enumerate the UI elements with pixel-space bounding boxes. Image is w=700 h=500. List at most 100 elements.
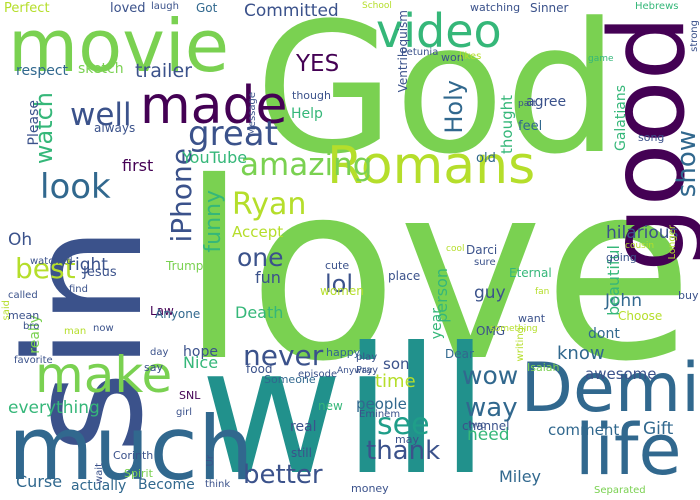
cloud-word: food xyxy=(246,362,273,376)
cloud-word: love xyxy=(180,130,694,415)
cloud-word: School xyxy=(362,1,392,11)
cloud-word: year xyxy=(429,308,445,340)
cloud-word: better xyxy=(243,460,323,490)
cloud-word: still xyxy=(291,446,312,460)
cloud-word: sketch xyxy=(78,61,124,77)
cloud-word: much xyxy=(8,397,254,500)
cloud-word: want xyxy=(518,312,546,325)
cloud-word: girl xyxy=(176,407,193,418)
cloud-word: old xyxy=(476,151,496,166)
cloud-word: bro xyxy=(23,321,40,332)
cloud-word: Miley xyxy=(499,467,542,486)
cloud-word: Committed xyxy=(244,1,339,21)
cloud-word: Galatians xyxy=(613,85,629,152)
cloud-word: Oh xyxy=(8,230,33,250)
cloud-word: people xyxy=(356,395,407,413)
cloud-word: song xyxy=(638,131,665,144)
cloud-word: Become xyxy=(138,477,195,493)
cloud-word: always xyxy=(94,121,136,135)
cloud-word: find xyxy=(69,284,88,295)
cloud-word: lol xyxy=(325,270,354,298)
cloud-word: SNL xyxy=(179,389,201,402)
cloud-word: guy xyxy=(474,283,506,303)
cloud-word: see xyxy=(377,407,430,442)
cloud-word: fun xyxy=(255,268,281,287)
cloud-word: Ryan xyxy=(232,187,307,222)
cloud-word: Longer xyxy=(667,225,678,260)
cloud-word: feel xyxy=(518,119,543,134)
cloud-word: actually xyxy=(71,478,127,494)
cloud-word: well xyxy=(70,97,132,133)
cloud-word: cute xyxy=(325,259,350,272)
cloud-word: God xyxy=(255,0,619,194)
cloud-word: loved xyxy=(110,1,146,16)
cloud-word: channel xyxy=(462,419,510,433)
cloud-word: wow xyxy=(462,361,519,390)
cloud-word: Hebrews xyxy=(635,1,679,12)
cloud-word: new xyxy=(318,399,343,413)
cloud-word: episode xyxy=(298,369,338,380)
cloud-word: look xyxy=(40,167,111,207)
cloud-word: Corinth xyxy=(113,449,154,462)
cloud-word: OMG xyxy=(476,324,506,338)
cloud-word: never xyxy=(243,339,324,372)
cloud-word: Separated xyxy=(594,485,646,496)
cloud-word: Nice xyxy=(183,353,219,372)
cloud-word: Eminem xyxy=(359,409,401,420)
cloud-word: watching xyxy=(470,1,521,14)
cloud-word: best xyxy=(15,252,76,285)
cloud-word: money xyxy=(351,482,389,495)
cloud-word: made xyxy=(140,76,288,136)
cloud-word: video xyxy=(376,4,502,58)
cloud-word: son xyxy=(383,355,410,373)
cloud-word: thought xyxy=(498,95,516,154)
cloud-word: place xyxy=(388,269,421,283)
cloud-word: thank xyxy=(366,436,441,466)
cloud-word: Law xyxy=(150,304,174,318)
cloud-word: Jesus xyxy=(83,265,117,280)
cloud-word: need xyxy=(467,425,510,445)
cloud-word: Holy xyxy=(440,80,468,134)
cloud-word: Accept xyxy=(232,223,284,241)
cloud-word: way xyxy=(465,393,518,423)
cloud-word: think xyxy=(205,479,231,490)
cloud-word: funny xyxy=(201,190,226,253)
cloud-word: Choose xyxy=(618,309,663,323)
cloud-word: man xyxy=(64,326,87,337)
cloud-word: game xyxy=(588,54,614,64)
cloud-word: great xyxy=(188,114,278,154)
cloud-word: Message xyxy=(247,92,258,136)
cloud-word: Help xyxy=(291,106,323,122)
cloud-word: YouTube xyxy=(182,148,248,167)
cloud-word: Demi xyxy=(520,349,700,428)
cloud-word: going xyxy=(606,251,637,264)
cloud-word: show xyxy=(672,130,700,198)
cloud-word: movie xyxy=(8,4,230,88)
cloud-word: real xyxy=(290,419,317,435)
cloud-word: happy xyxy=(326,346,361,359)
cloud-word: women xyxy=(320,284,364,298)
cloud-word: Got xyxy=(196,1,218,15)
cloud-word: YES xyxy=(296,51,340,77)
cloud-word: likes xyxy=(459,51,482,62)
cloud-word: right xyxy=(68,255,108,275)
cloud-word: watched xyxy=(30,256,73,267)
cloud-word: something xyxy=(490,324,538,334)
cloud-word: amazing xyxy=(240,147,373,183)
cloud-word: Perfect xyxy=(4,1,50,16)
cloud-word: hilarious xyxy=(606,223,679,243)
cloud-word: now xyxy=(93,323,114,334)
cloud-word: buy xyxy=(678,289,699,302)
cloud-word: everything xyxy=(8,398,100,418)
cloud-word: may xyxy=(395,433,419,446)
cloud-word: Darci xyxy=(466,243,498,257)
cloud-word: will xyxy=(200,311,489,500)
cloud-word: Please xyxy=(26,100,42,146)
cloud-word: hope xyxy=(183,344,218,360)
cloud-word: though xyxy=(292,89,331,102)
cloud-word: mean xyxy=(8,309,40,322)
cloud-word: comment xyxy=(548,421,620,439)
cloud-word: Spirit xyxy=(124,467,153,480)
cloud-word: Trump xyxy=(166,259,204,273)
